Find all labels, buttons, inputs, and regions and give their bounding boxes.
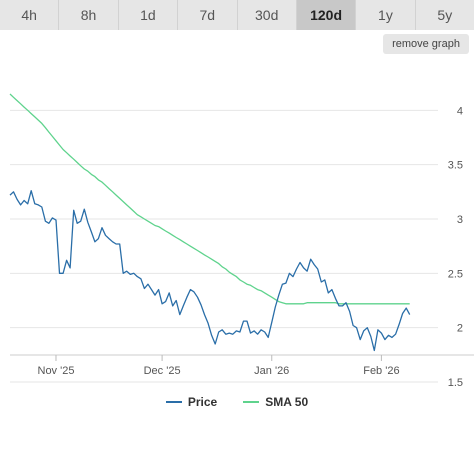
legend-item-sma[interactable]: SMA 50	[243, 393, 308, 411]
legend-price-label: Price	[187, 395, 218, 409]
x-tick-label: Nov '25	[38, 365, 75, 377]
y-tick-label: 3.5	[448, 160, 463, 172]
y-tick-label: 2.5	[448, 268, 463, 280]
tab-7d[interactable]: 7d	[178, 0, 238, 30]
tab-120d[interactable]: 120d	[296, 0, 357, 30]
timeframe-tabs: 4h 8h 1d 7d 30d 120d 1y 5y	[0, 0, 474, 30]
sma-swatch	[243, 401, 260, 403]
price-chart: 1.5 2 2.5 3 3.5 4 Nov '25 Dec '25 Jan '26 Feb '26	[9, 93, 474, 386]
x-tick-label: Feb '26	[363, 365, 399, 377]
legend-sma-label: SMA 50	[265, 395, 309, 409]
y-tick-label: 2	[457, 323, 463, 335]
tab-1d[interactable]: 1d	[118, 0, 179, 30]
y-tick-label: 4	[457, 105, 463, 117]
price-swatch	[165, 401, 182, 403]
tab-1y[interactable]: 1y	[356, 0, 416, 30]
tab-30d[interactable]: 30d	[237, 0, 297, 30]
price-line	[9, 190, 411, 352]
x-tick-label: Jan '26	[254, 365, 289, 377]
remove-graph-button[interactable]: remove graph	[383, 34, 469, 54]
y-tick-label: 1.5	[448, 377, 463, 386]
tab-5y[interactable]: 5y	[415, 0, 474, 30]
legend-item-price[interactable]: Price	[165, 393, 218, 411]
y-tick-label: 3	[457, 214, 463, 226]
x-tick-label: Dec '25	[144, 365, 181, 377]
tab-8h[interactable]: 8h	[59, 0, 119, 30]
chart-legend: Price SMA 50	[0, 393, 474, 411]
sma-50-line	[9, 93, 410, 305]
tab-4h[interactable]: 4h	[0, 0, 60, 30]
